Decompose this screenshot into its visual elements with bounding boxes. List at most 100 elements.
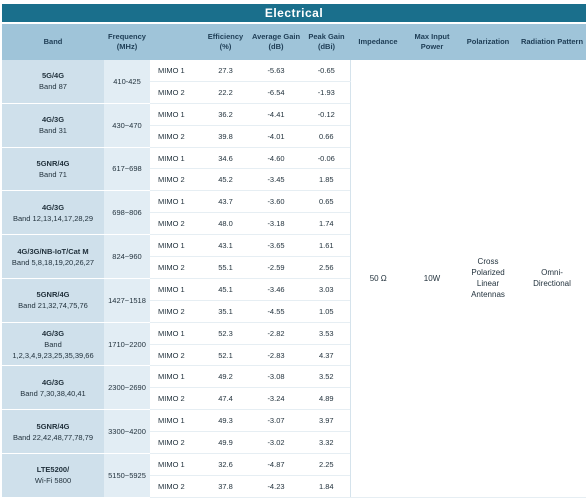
- average-gain-value: -4.23: [249, 475, 303, 498]
- average-gain-value: -3.07: [249, 409, 303, 433]
- peak-gain-value: 2.25: [303, 453, 350, 476]
- band-cell: 5GNR/4G Band 71: [2, 147, 104, 192]
- mimo-label: MIMO 2: [150, 168, 202, 192]
- efficiency-value: 22.2: [202, 81, 249, 104]
- peak-gain-value: 0.65: [303, 190, 350, 214]
- average-gain-value: -4.60: [249, 147, 303, 170]
- efficiency-value: 48.0: [202, 212, 249, 236]
- frequency-cell: 617~698: [104, 147, 150, 192]
- average-gain-value: -3.18: [249, 212, 303, 236]
- mimo-label: MIMO 1: [150, 365, 202, 389]
- mimo-label: MIMO 1: [150, 453, 202, 476]
- average-gain-value: -2.83: [249, 344, 303, 367]
- table-row: LTE5200/Wi-Fi 5800 5150~5925 MIMO 1 32.6 -4.…: [2, 453, 586, 498]
- average-gain-value: -4.87: [249, 453, 303, 476]
- electrical-spec-sheet: Electrical Band Frequency (MHz) Efficienc…: [2, 4, 586, 498]
- peak-gain-value: 0.66: [303, 125, 350, 148]
- efficiency-value: 37.8: [202, 475, 249, 498]
- table-row: 5GNR/4G Band 22,42,48,77,78,79 3300~4200 MI…: [2, 409, 586, 455]
- peak-gain-value: 3.97: [303, 409, 350, 433]
- table-row: 4G/3G/NB-IoT/Cat M Band 5,8,18,19,20,26,2…: [2, 234, 586, 279]
- header-frequency: Frequency (MHz): [104, 24, 150, 60]
- band-cell: 5G/4G Band 87: [2, 60, 104, 104]
- header-max-input-power: Max Input Power: [406, 24, 458, 60]
- mimo-label: MIMO 1: [150, 103, 202, 126]
- efficiency-value: 32.6: [202, 453, 249, 476]
- header-band: Band: [2, 24, 104, 60]
- frequency-cell: 1710~2200: [104, 322, 150, 367]
- header-radiation-pattern: Radiation Pattern: [518, 24, 586, 60]
- efficiency-value: 45.1: [202, 278, 249, 301]
- efficiency-value: 36.2: [202, 103, 249, 126]
- frequency-cell: 698~806: [104, 190, 150, 236]
- band-cell: 4G/3G Band 1,2,3,4,9,23,25,35,39,66: [2, 322, 104, 367]
- average-gain-value: -3.02: [249, 431, 303, 455]
- table-row: MIMO 2 22.2 -6.54 -1.93: [2, 81, 586, 104]
- mimo-label: MIMO 1: [150, 234, 202, 258]
- peak-gain-value: 4.37: [303, 344, 350, 367]
- band-cell: 4G/3G Band 7,30,38,40,41: [2, 365, 104, 411]
- average-gain-value: -3.08: [249, 365, 303, 389]
- header-mimo: [150, 24, 202, 60]
- efficiency-value: 52.1: [202, 344, 249, 367]
- mimo-label: MIMO 2: [150, 344, 202, 367]
- band-cell: 4G/3G/NB-IoT/Cat M Band 5,8,18,19,20,26,2…: [2, 234, 104, 279]
- average-gain-value: -3.65: [249, 234, 303, 258]
- peak-gain-value: 3.52: [303, 365, 350, 389]
- mimo-label: MIMO 1: [150, 409, 202, 433]
- efficiency-value: 45.2: [202, 168, 249, 192]
- peak-gain-value: 1.84: [303, 475, 350, 498]
- table-row: MIMO 2 55.1 -2.59 2.56: [2, 256, 586, 279]
- peak-gain-value: 3.32: [303, 431, 350, 455]
- efficiency-value: 49.9: [202, 431, 249, 455]
- mimo-label: MIMO 2: [150, 431, 202, 455]
- mimo-label: MIMO 2: [150, 212, 202, 236]
- mimo-label: MIMO 2: [150, 256, 202, 279]
- mimo-label: MIMO 1: [150, 322, 202, 345]
- table-body: 5G/4G Band 87 410-425 MIMO 1 27.3 -5.63 -0.65 5…: [2, 60, 586, 498]
- frequency-cell: 824~960: [104, 234, 150, 279]
- peak-gain-value: 3.03: [303, 278, 350, 301]
- table-row: 4G/3G Band 31 430~470 MIMO 1 36.2 -4.41 -0.12: [2, 103, 586, 148]
- efficiency-value: 35.1: [202, 300, 249, 323]
- table-row: MIMO 2 39.8 -4.01 0.66: [2, 125, 586, 148]
- table-row: 5G/4G Band 87 410-425 MIMO 1 27.3 -5.63 -0.65 5…: [2, 60, 586, 498]
- table-row: MIMO 2 52.1 -2.83 4.37: [2, 344, 586, 367]
- radiation-pattern-value: Omni- Directional: [518, 60, 586, 498]
- average-gain-value: -3.60: [249, 190, 303, 214]
- mimo-label: MIMO 2: [150, 387, 202, 411]
- section-title: Electrical: [2, 4, 586, 22]
- mimo-label: MIMO 2: [150, 125, 202, 148]
- frequency-cell: 1427~1518: [104, 278, 150, 323]
- band-cell: 4G/3G Band 31: [2, 103, 104, 148]
- average-gain-value: -4.41: [249, 103, 303, 126]
- frequency-cell: 430~470: [104, 103, 150, 148]
- header-impedance: Impedance: [350, 24, 406, 60]
- efficiency-value: 27.3: [202, 60, 249, 82]
- average-gain-value: -4.55: [249, 300, 303, 323]
- efficiency-value: 43.1: [202, 234, 249, 258]
- peak-gain-value: 1.85: [303, 168, 350, 192]
- efficiency-value: 55.1: [202, 256, 249, 279]
- mimo-label: MIMO 2: [150, 81, 202, 104]
- efficiency-value: 43.7: [202, 190, 249, 214]
- max-input-power-value: 10W: [406, 60, 458, 498]
- impedance-value: 50 Ω: [349, 60, 406, 498]
- band-cell: LTE5200/Wi-Fi 5800: [2, 453, 104, 498]
- peak-gain-value: 3.53: [303, 322, 350, 345]
- table-row: MIMO 2 45.2 -3.45 1.85: [2, 168, 586, 192]
- band-cell: 5GNR/4G Band 22,42,48,77,78,79: [2, 409, 104, 455]
- average-gain-value: -2.59: [249, 256, 303, 279]
- mimo-label: MIMO 1: [150, 190, 202, 214]
- peak-gain-value: -0.12: [303, 103, 350, 126]
- header-row: Band Frequency (MHz) Efficiency (%) Averag…: [2, 24, 586, 60]
- peak-gain-value: 1.61: [303, 234, 350, 258]
- band-cell: 5GNR/4G Band 21,32,74,75,76: [2, 278, 104, 323]
- frequency-cell: 410-425: [104, 60, 150, 104]
- peak-gain-value: 1.05: [303, 300, 350, 323]
- average-gain-value: -5.63: [249, 60, 303, 82]
- table-row: 4G/3G Band 12,13,14,17,28,29 698~806 MIMO 1…: [2, 190, 586, 236]
- peak-gain-value: -0.65: [303, 60, 350, 82]
- header-peak-gain: Peak Gain (dBi): [303, 24, 350, 60]
- polarization-value: Cross Polarized Linear Antennas: [458, 60, 518, 498]
